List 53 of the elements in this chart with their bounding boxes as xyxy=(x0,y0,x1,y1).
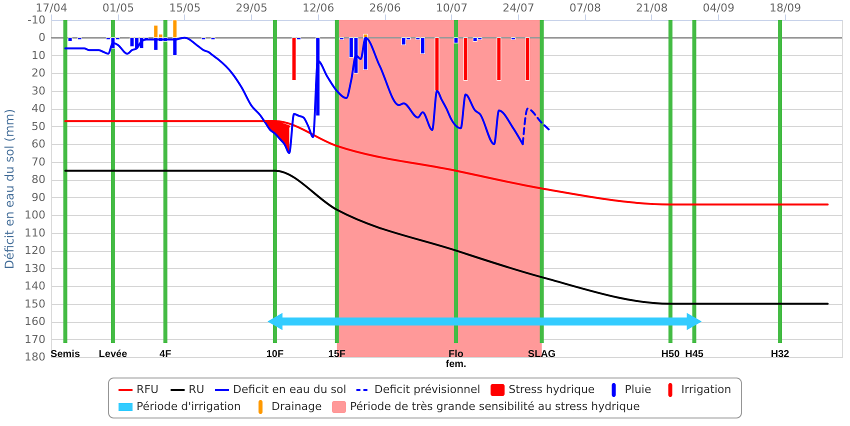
x-tick-label: 12/06 xyxy=(302,2,334,14)
y-tick-label: 40 xyxy=(32,102,46,116)
x-tick-label: 17/04 xyxy=(36,2,68,14)
x-tick-label: 07/08 xyxy=(569,2,602,14)
y-tick-label: 120 xyxy=(24,244,46,258)
x-tick-label: 24/07 xyxy=(502,2,534,14)
legend-label: Stress hydrique xyxy=(508,383,595,396)
x-tick-label: 10/07 xyxy=(436,2,468,14)
y-tick-label: 180 xyxy=(24,350,46,364)
y-tick-label: 10 xyxy=(32,48,46,62)
x-tick-label: 29/05 xyxy=(236,2,268,14)
y-tick-label: 170 xyxy=(24,332,46,346)
y-tick-label: 140 xyxy=(24,280,46,293)
y-tick-label: 80 xyxy=(32,173,46,186)
ref-line-label: H50 xyxy=(661,349,680,360)
ref-line-label: 4F xyxy=(160,349,172,360)
y-tick-label: 50 xyxy=(32,120,46,133)
y-tick-label: 150 xyxy=(24,297,46,310)
x-tick-label: 18/09 xyxy=(769,2,802,14)
legend-label: Période d'irrigation xyxy=(136,400,241,413)
x-tick-label: 26/06 xyxy=(369,2,401,14)
legend-label: RFU xyxy=(136,383,159,396)
ref-line-label: 10F xyxy=(266,349,284,360)
y-tick-label: 30 xyxy=(32,84,46,98)
y-tick-label: -10 xyxy=(28,14,46,26)
legend-label: Deficit prévisionnel xyxy=(374,383,480,396)
ref-line-label: Levée xyxy=(98,349,128,360)
x-tick-label: 21/08 xyxy=(636,2,668,14)
ref-line-label: SLAG xyxy=(528,349,556,360)
y-tick-label: 60 xyxy=(32,138,46,151)
legend-label: Drainage xyxy=(272,400,322,413)
ref-line-label: Flo fem. xyxy=(446,349,467,370)
legend-label: RU xyxy=(188,383,204,396)
legend-label: Période de très grande sensibilité au stress hydrique xyxy=(350,400,640,413)
ref-line-label: 15F xyxy=(328,349,346,360)
ref-line-label: H32 xyxy=(770,349,790,360)
x-tick-label: 15/05 xyxy=(169,2,201,14)
y-tick-label: 100 xyxy=(24,208,46,222)
y-tick-label: 20 xyxy=(32,66,46,80)
y-tick-label: 110 xyxy=(24,226,46,240)
legend-label: Deficit en eau du sol xyxy=(233,383,346,396)
y-axis-title: Déficit en eau du sol (mm) xyxy=(2,108,17,270)
legend-label: Pluie xyxy=(624,383,652,396)
y-tick-label: 90 xyxy=(32,190,46,204)
x-tick-label: 04/09 xyxy=(702,2,734,14)
y-tick-label: 130 xyxy=(24,262,46,275)
y-tick-label: 0 xyxy=(38,31,46,44)
legend-label: Irrigation xyxy=(681,383,732,396)
ref-line-label: Semis xyxy=(50,349,80,360)
y-tick-label: 160 xyxy=(24,315,46,328)
y-tick-label: 70 xyxy=(32,155,46,168)
ref-line-label: H45 xyxy=(685,349,704,360)
x-tick-label: 01/05 xyxy=(102,2,134,14)
